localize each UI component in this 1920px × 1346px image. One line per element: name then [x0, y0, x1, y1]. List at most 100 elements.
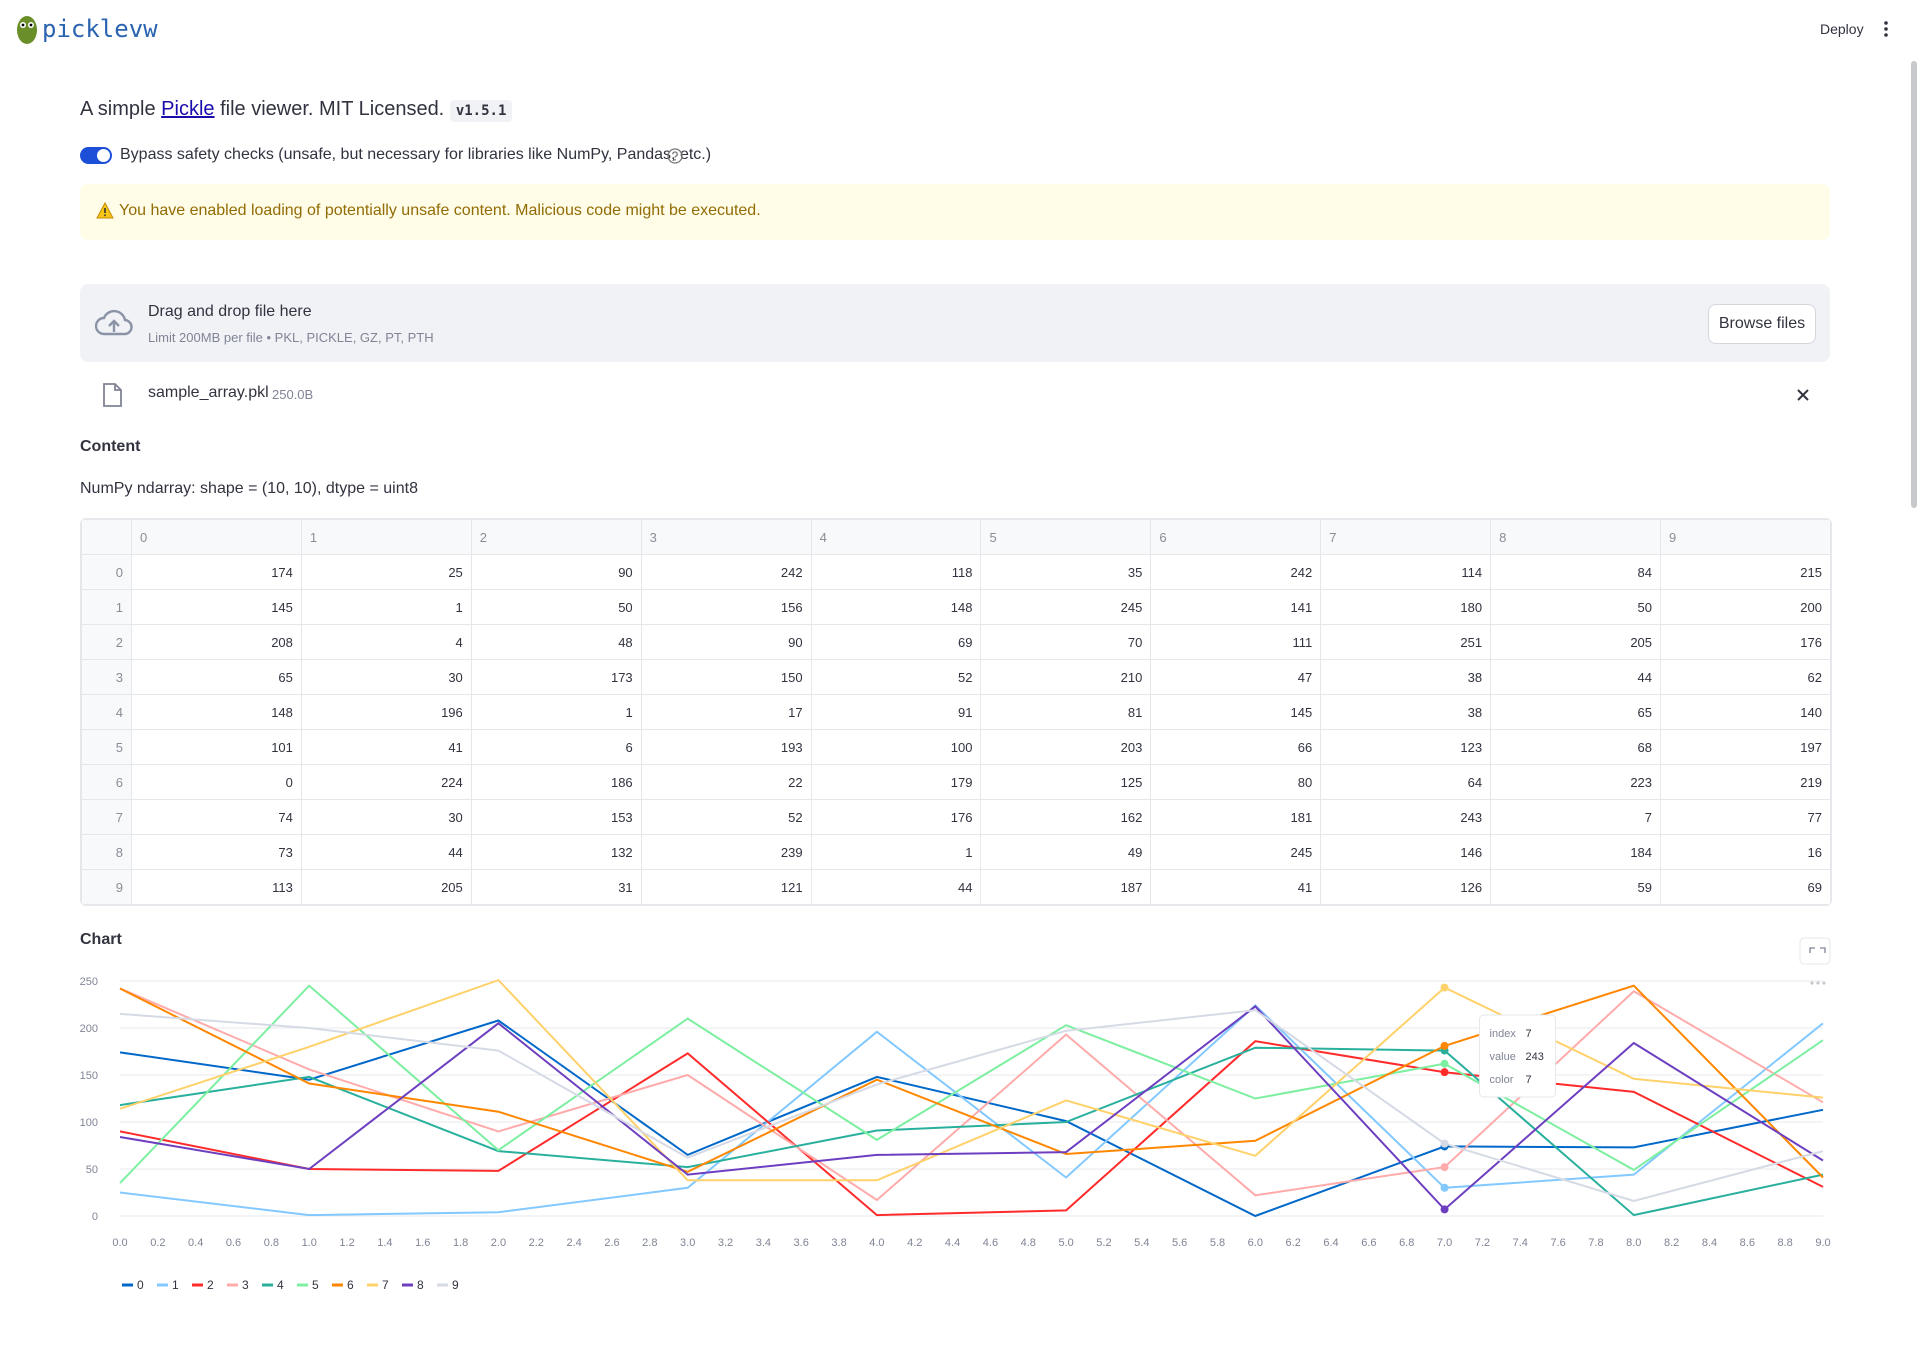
help-icon[interactable] [666, 147, 684, 165]
table-cell: 31 [470, 869, 642, 905]
fullscreen-button[interactable] [1799, 937, 1831, 965]
x-tick-label: 0.8 [264, 1237, 279, 1249]
legend-label: 5 [312, 1278, 319, 1292]
table-cell: 100 [810, 729, 982, 765]
upload-icon [95, 309, 133, 336]
x-tick-label: 9.0 [1815, 1237, 1830, 1249]
x-tick-label: 7.2 [1475, 1237, 1490, 1249]
table-cell: 30 [300, 659, 472, 695]
x-tick-label: 3.6 [794, 1237, 809, 1249]
hover-point [1440, 1068, 1449, 1077]
table-cell: 90 [640, 624, 812, 660]
series-line [119, 1046, 1824, 1217]
fullscreen-icon [1809, 947, 1826, 953]
x-tick-label: 4.6 [983, 1237, 998, 1249]
table-cell: 243 [1320, 799, 1492, 835]
column-header: 2 [470, 519, 642, 555]
table-cell: 113 [131, 869, 302, 905]
row-index: 3 [81, 659, 132, 695]
table-cell: 197 [1660, 729, 1831, 765]
table-cell: 125 [980, 764, 1152, 800]
column-header: 5 [980, 519, 1152, 555]
hover-point [1440, 1205, 1449, 1214]
y-tick-label: 100 [80, 1117, 98, 1129]
x-tick-label: 5.4 [1134, 1237, 1149, 1249]
browse-button[interactable]: Browse files [1708, 304, 1816, 344]
scrollbar[interactable] [1911, 61, 1917, 508]
x-tick-label: 7.8 [1588, 1237, 1603, 1249]
row-index: 4 [81, 694, 132, 730]
table-cell: 1 [810, 834, 982, 870]
tooltip-box [1479, 1014, 1557, 1098]
x-tick-label: 2.2 [529, 1237, 544, 1249]
remove-file-button[interactable] [1796, 388, 1810, 402]
y-tick-label: 250 [80, 976, 98, 988]
legend-label: 8 [417, 1278, 424, 1292]
table-cell: 50 [470, 589, 642, 625]
table-row: 6 0 224 186 22 179 125 80 64 223 219 [81, 764, 1831, 800]
table-cell: 145 [1150, 694, 1322, 730]
table-cell: 50 [1490, 589, 1662, 625]
table-cell: 81 [980, 694, 1152, 730]
table-cell: 114 [1320, 554, 1492, 590]
deploy-button[interactable]: Deploy [1820, 21, 1864, 37]
table-cell: 74 [131, 799, 302, 835]
column-header: 3 [640, 519, 812, 555]
warning-icon [96, 202, 114, 219]
tooltip-label: index [1490, 1028, 1517, 1040]
table-cell: 1 [470, 694, 642, 730]
dataframe[interactable]: 0 1 2 3 4 5 6 7 8 9 0 174 25 90 242 118 35 242 114 84 215 1 14… [80, 518, 1832, 906]
row-index: 5 [81, 729, 132, 765]
x-tick-label: 1.4 [377, 1237, 392, 1249]
x-tick-label: 8.8 [1778, 1237, 1793, 1249]
table-cell: 7 [1490, 799, 1662, 835]
app-name[interactable]: picklevw [42, 15, 158, 43]
table-cell: 242 [1150, 554, 1322, 590]
data-table: 0 1 2 3 4 5 6 7 8 9 0 174 25 90 242 118 35 242 114 84 215 1 14… [81, 519, 1831, 905]
table-cell: 140 [1660, 694, 1831, 730]
table-cell: 176 [810, 799, 982, 835]
file-uploader[interactable] [80, 284, 1830, 362]
table-cell: 91 [810, 694, 982, 730]
row-index: 0 [81, 554, 132, 590]
table-cell: 245 [1150, 834, 1322, 870]
x-tick-label: 7.0 [1437, 1237, 1452, 1249]
pickle-link[interactable]: Pickle [161, 98, 215, 120]
table-cell: 150 [640, 659, 812, 695]
row-index: 2 [81, 624, 132, 660]
table-cell: 41 [300, 729, 472, 765]
table-cell: 196 [300, 694, 472, 730]
legend-label: 0 [137, 1278, 144, 1292]
table-cell: 1 [300, 589, 472, 625]
x-tick-label: 4.2 [907, 1237, 922, 1249]
table-cell: 30 [300, 799, 472, 835]
x-tick-label: 4.8 [1021, 1237, 1036, 1249]
table-row: 4 148 196 1 17 91 81 145 38 65 140 [81, 694, 1831, 730]
x-tick-label: 6.4 [1323, 1237, 1338, 1249]
row-index: 7 [81, 799, 132, 835]
menu-button[interactable] [1882, 20, 1890, 38]
x-tick-label: 8.6 [1740, 1237, 1755, 1249]
table-cell: 251 [1320, 624, 1492, 660]
table-cell: 219 [1660, 764, 1831, 800]
table-cell: 193 [640, 729, 812, 765]
toggle[interactable] [80, 147, 112, 164]
hover-point [1440, 1139, 1449, 1148]
table-cell: 4 [300, 624, 472, 660]
table-cell: 44 [1490, 659, 1662, 695]
chart-menu-dot [1816, 981, 1820, 985]
corner-cell [81, 519, 132, 555]
column-header: 8 [1490, 519, 1662, 555]
table-row: 9 113 205 31 121 44 187 41 126 59 69 [81, 869, 1831, 905]
column-header: 0 [131, 519, 302, 555]
table-cell: 73 [131, 834, 302, 870]
content-description: NumPy ndarray: shape = (10, 10), dtype =… [80, 480, 418, 497]
x-tick-label: 8.0 [1626, 1237, 1641, 1249]
y-tick-label: 0 [92, 1211, 98, 1223]
table-cell: 184 [1490, 834, 1662, 870]
x-tick-label: 6.0 [1248, 1237, 1263, 1249]
x-tick-label: 4.0 [869, 1237, 884, 1249]
table-row: 5 101 41 6 193 100 203 66 123 68 197 [81, 729, 1831, 765]
column-header: 7 [1320, 519, 1492, 555]
